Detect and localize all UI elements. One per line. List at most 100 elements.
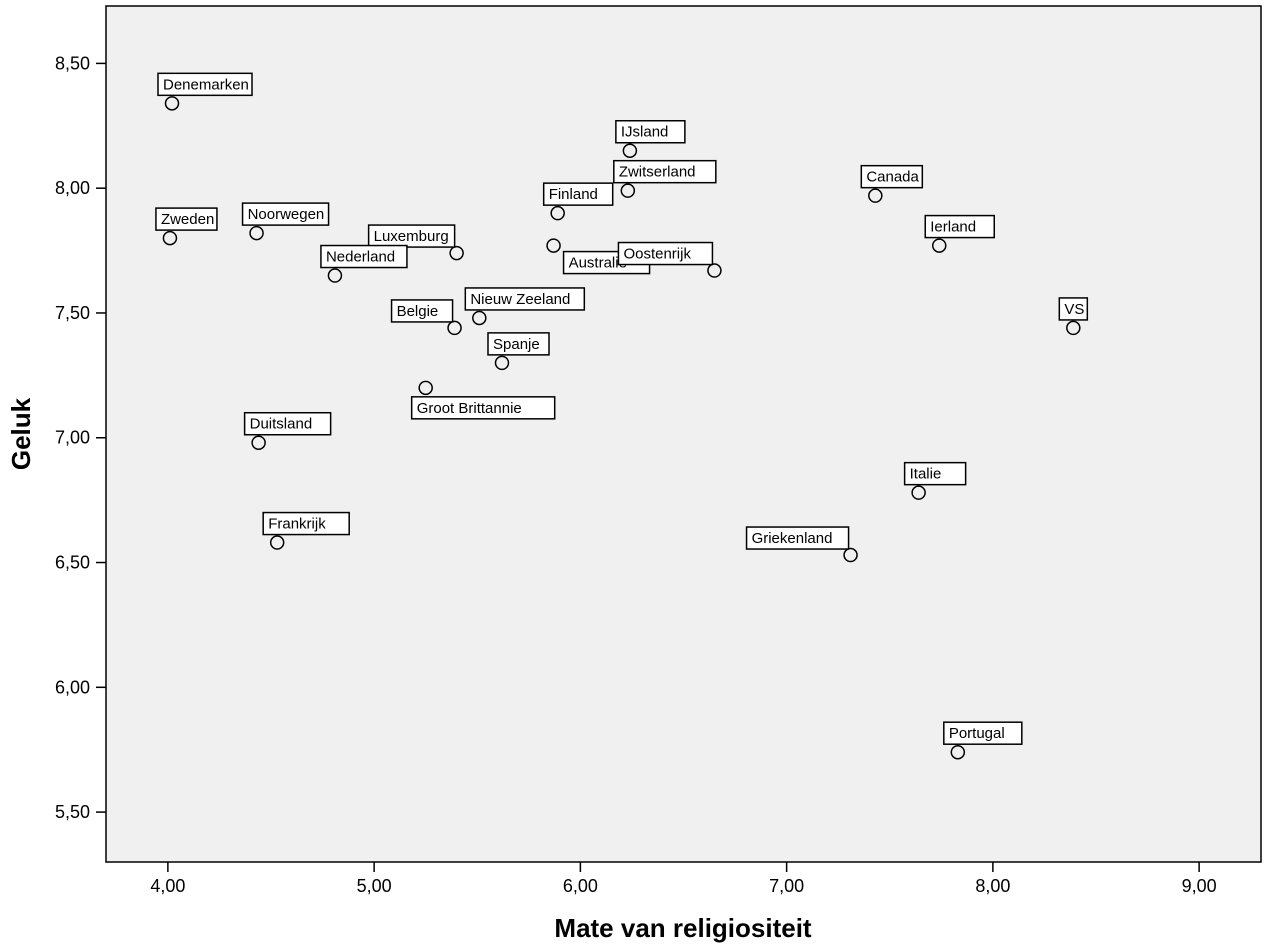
data-point-marker [843, 547, 858, 563]
data-point-label-box [903, 461, 967, 486]
data-point-group: VS [1058, 297, 1089, 336]
data-point-group: Spanje [487, 332, 550, 371]
x-tick-label: 6,00 [563, 876, 598, 896]
data-point-label: Finland [549, 186, 598, 203]
data-point-label: Groot Brittannie [417, 400, 522, 417]
data-point-marker [622, 143, 638, 158]
data-point-label: IJsland [621, 124, 669, 141]
data-point-label: VS [1064, 301, 1084, 318]
data-point-marker [447, 320, 462, 336]
data-point-marker [251, 435, 266, 450]
data-point-label: Spanje [493, 336, 540, 353]
y-tick-label: 7,50 [55, 303, 90, 323]
axis-ticks: 4,00 5,00 6,00 7,00 8,00 9,00 5,50 6,00 6,50 7,00… [55, 53, 1217, 896]
y-tick-label: 6,00 [55, 677, 90, 697]
data-point-label-box [613, 159, 717, 184]
y-tick-label: 8,50 [55, 53, 90, 73]
data-point-group: Noorwegen [241, 202, 330, 241]
x-axis-title: Mate van religiositeit [554, 913, 812, 943]
data-point-label-box [924, 214, 995, 239]
y-tick-label: 7,00 [55, 428, 90, 448]
data-point-group: Oostenrijk [617, 241, 722, 278]
data-point-label: Australie [569, 255, 627, 272]
data-point-label: Griekenland [752, 530, 833, 547]
data-point-label: Zweden [161, 211, 214, 228]
data-point-label: Italie [910, 466, 942, 483]
data-point-group: Belgie [390, 299, 462, 336]
data-point-label: Denemarken [163, 76, 249, 93]
data-point-group: Ierland [924, 214, 995, 253]
data-point-label: Luxemburg [374, 228, 449, 245]
data-point-label-box [943, 721, 1023, 745]
data-point-marker [1066, 320, 1081, 336]
data-point-marker [162, 230, 178, 246]
data-point-label: Zwitserland [619, 164, 696, 181]
data-point-label-box [617, 241, 714, 266]
data-point-marker [472, 310, 487, 326]
data-point-label: Belgie [397, 303, 439, 320]
data-point-label-box [243, 411, 332, 436]
x-tick-label: 7,00 [769, 876, 804, 896]
y-tick-label: 8,00 [55, 178, 90, 198]
data-point-group: Nieuw Zeeland [464, 287, 586, 326]
data-point-label-box [157, 72, 253, 97]
data-point-label: Noorwegen [248, 206, 325, 223]
data-point-marker [550, 205, 565, 221]
data-point-marker [327, 268, 343, 283]
data-point-label: Canada [866, 169, 919, 186]
data-point-marker [911, 485, 926, 500]
data-point-label-box [367, 224, 456, 248]
y-tick-label: 5,50 [55, 802, 90, 822]
y-axis-title: Geluk [6, 397, 36, 470]
data-point-label-box [155, 207, 218, 231]
x-tick-label: 5,00 [357, 876, 392, 896]
y-tick-label: 6,50 [55, 553, 90, 573]
data-point-label-box [860, 164, 924, 189]
data-point-label-box [542, 182, 614, 206]
x-tick-label: 4,00 [150, 876, 185, 896]
data-point-group: Zweden [155, 207, 218, 246]
data-point-marker [269, 535, 285, 550]
data-point-group: Denemarken [157, 72, 253, 111]
data-point-marker [868, 188, 883, 203]
data-point-group: IJsland [615, 119, 686, 158]
x-tick-label: 9,00 [1182, 876, 1217, 896]
data-point-marker [950, 744, 966, 760]
data-point-label-box [262, 511, 350, 536]
data-point-group: Frankrijk [262, 511, 350, 550]
data-point-label-box [464, 287, 586, 311]
data-point-marker [546, 238, 561, 253]
data-point-group: Groot Brittannie [410, 380, 556, 420]
data-point-marker [932, 238, 947, 253]
data-point-marker [449, 245, 464, 261]
data-point-label: Nederland [326, 249, 395, 266]
data-point-group: Nederland [320, 244, 408, 283]
data-point-label-box [320, 244, 408, 269]
data-point-marker [164, 96, 180, 111]
data-point-label: Frankrijk [268, 516, 326, 533]
data-point-label-box [410, 396, 556, 420]
data-point-marker [620, 183, 636, 198]
data-point-group: Portugal [943, 721, 1023, 760]
data-point-label-box [241, 202, 330, 226]
data-point-group: Luxemburg [367, 224, 464, 261]
data-point-label-box [1058, 297, 1089, 321]
data-point-group: Canada [860, 164, 924, 203]
data-point-group: Duitsland [243, 411, 332, 450]
data-point-group: Italie [903, 461, 967, 500]
data-point-label: Duitsland [250, 416, 313, 433]
data-point-label: Ierland [930, 219, 976, 236]
data-point-marker [249, 225, 264, 241]
data-point-label: Portugal [949, 725, 1005, 742]
data-point-group: Zwitserland [613, 159, 717, 198]
data-point-label-box [390, 299, 454, 323]
data-points: Denemarken IJsland Zwitserland Canada Finlan… [155, 72, 1089, 760]
data-point-label: Nieuw Zeeland [470, 291, 570, 308]
data-point-group: Finland [542, 182, 614, 221]
data-point-label-box [615, 119, 686, 144]
data-point-marker [418, 380, 433, 396]
data-point-marker [707, 263, 722, 278]
data-point-label-box [487, 332, 550, 356]
data-point-label: Oostenrijk [623, 246, 691, 263]
